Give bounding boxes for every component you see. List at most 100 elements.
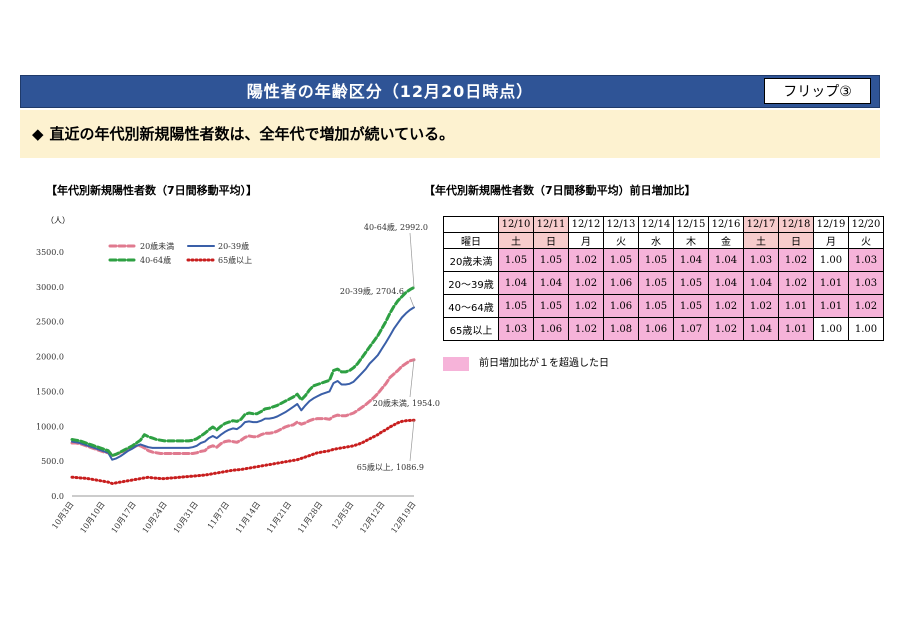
legend-label: 65歳以上 (218, 255, 252, 265)
ratio-cell: 1.01 (813, 271, 849, 295)
ratio-cell: 1.05 (603, 248, 639, 272)
age-group-cell: 40～64歳 (443, 294, 499, 318)
ratio-cell: 1.05 (638, 294, 674, 318)
ratio-cell: 1.03 (848, 271, 884, 295)
ratio-cell: 1.02 (568, 294, 604, 318)
ratio-cell: 1.02 (708, 317, 744, 341)
legend-label: 40-64歳 (140, 255, 171, 265)
weekday-cell: 日 (533, 232, 569, 249)
table-row: 20歳未満 1.05 1.05 1.02 1.05 1.05 1.04 1.04 1.03 1.0… (443, 248, 884, 272)
ratio-cell: 1.02 (778, 271, 814, 295)
x-tick-label: 10月10日 (79, 500, 107, 535)
y-tick-label: 1000.0 (36, 422, 64, 431)
ratio-cell: 1.02 (568, 271, 604, 295)
title-banner: 陽性者の年齢区分（12月20日時点） フリップ③ (20, 75, 880, 108)
date-header-cell: 12/15 (673, 216, 709, 233)
age-group-cell: 20歳未満 (443, 248, 499, 272)
end-data-label: 20歳未満, 1954.0 (373, 398, 440, 408)
end-label-leader (409, 359, 415, 398)
ratio-cell: 1.02 (848, 294, 884, 318)
ratio-cell: 1.02 (568, 317, 604, 341)
date-header-cell: 12/20 (848, 216, 884, 233)
ratio-cell: 1.01 (778, 317, 814, 341)
ratio-cell: 1.04 (533, 271, 569, 295)
y-tick-label: 500.0 (41, 457, 64, 466)
end-data-label: 20-39歳, 2704.6 (340, 286, 404, 296)
weekday-cell: 金 (708, 232, 744, 249)
ratio-cell: 1.04 (708, 248, 744, 272)
ratio-cell: 1.06 (603, 271, 639, 295)
ratio-cell: 1.03 (848, 248, 884, 272)
end-label-leader (409, 296, 415, 308)
lead-text: 直近の年代別新規陽性者数は、全年代で増加が続いている。 (49, 125, 455, 143)
ratio-cell: 1.02 (743, 294, 779, 318)
ratio-cell: 1.05 (533, 294, 569, 318)
ratio-cell: 1.04 (743, 317, 779, 341)
end-data-label: 65歳以上, 1086.9 (357, 462, 424, 472)
ratio-cell: 1.04 (708, 271, 744, 295)
weekday-cell: 土 (498, 232, 534, 249)
series-line-2 (70, 285, 416, 458)
ratio-cell: 1.05 (533, 248, 569, 272)
date-header-cell: 12/17 (743, 216, 779, 233)
lead-statement: ◆ 直近の年代別新規陽性者数は、全年代で増加が続いている。 (20, 110, 880, 158)
weekday-cell: 火 (603, 232, 639, 249)
ratio-cell: 1.05 (498, 248, 534, 272)
weekday-cell: 月 (813, 232, 849, 249)
ratio-cell: 1.02 (778, 248, 814, 272)
ratio-cell: 1.05 (673, 294, 709, 318)
weekday-cell: 木 (673, 232, 709, 249)
end-label-leader (409, 232, 415, 288)
ratio-cell: 1.03 (498, 317, 534, 341)
x-tick-label: 10月17日 (110, 500, 138, 535)
ratio-cell: 1.00 (813, 317, 849, 341)
x-tick-label: 11月28日 (296, 500, 324, 535)
end-label-leader (409, 420, 415, 462)
y-tick-label: 3000.0 (36, 283, 64, 292)
date-header-cell: 12/18 (778, 216, 814, 233)
weekday-cell: 月 (568, 232, 604, 249)
ratio-cell: 1.02 (708, 294, 744, 318)
x-tick-label: 10月31日 (172, 500, 200, 535)
series-line-0 (70, 358, 416, 458)
ratio-cell: 1.08 (603, 317, 639, 341)
table-date-row: 12/10 12/11 12/12 12/13 12/14 12/15 12/16 12/17… (443, 216, 884, 233)
ratio-table: 12/10 12/11 12/12 12/13 12/14 12/15 12/16 12/17… (443, 216, 884, 341)
ratio-cell: 1.04 (673, 248, 709, 272)
flip-number-label: フリップ③ (764, 78, 871, 104)
weekday-cell: 土 (743, 232, 779, 249)
y-tick-label: 1500.0 (36, 387, 64, 396)
date-header-cell: 12/10 (498, 216, 534, 233)
ratio-cell: 1.04 (498, 271, 534, 295)
y-tick-label: 2500.0 (36, 318, 64, 327)
ratio-cell: 1.05 (498, 294, 534, 318)
ratio-cell: 1.05 (638, 248, 674, 272)
x-tick-label: 11月14日 (234, 500, 262, 535)
date-header-cell: 12/11 (533, 216, 569, 233)
chart-title: 【年代別新規陽性者数（7日間移動平均）】 (46, 184, 258, 197)
x-tick-label: 12月19日 (389, 500, 417, 535)
legend-label: 20-39歳 (218, 241, 249, 251)
date-header-cell: 12/16 (708, 216, 744, 233)
table-row: 20～39歳 1.04 1.04 1.02 1.06 1.05 1.05 1.04 1.04 1.… (443, 271, 884, 295)
x-tick-label: 10月24日 (141, 500, 169, 535)
ratio-cell: 1.05 (638, 271, 674, 295)
series-line-1 (71, 306, 415, 461)
legend-label: 20歳未満 (140, 241, 174, 251)
ratio-cell: 1.02 (568, 248, 604, 272)
ratio-cell: 1.03 (743, 248, 779, 272)
highlight-legend-swatch (443, 357, 469, 371)
x-tick-label: 10月3日 (50, 500, 75, 531)
end-data-label: 40-64歳, 2992.0 (364, 222, 428, 232)
date-header-cell: 12/12 (568, 216, 604, 233)
x-tick-label: 11月21日 (265, 500, 293, 535)
table-row: 65歳以上 1.03 1.06 1.02 1.08 1.06 1.07 1.02 1.04 1.0… (443, 317, 884, 341)
ratio-cell: 1.06 (603, 294, 639, 318)
y-tick-label: 3500.0 (36, 248, 64, 257)
ratio-cell: 1.01 (813, 294, 849, 318)
ratio-cell: 1.04 (743, 271, 779, 295)
date-header-cell: 12/14 (638, 216, 674, 233)
series-line-3 (70, 418, 416, 485)
ratio-cell: 1.06 (638, 317, 674, 341)
